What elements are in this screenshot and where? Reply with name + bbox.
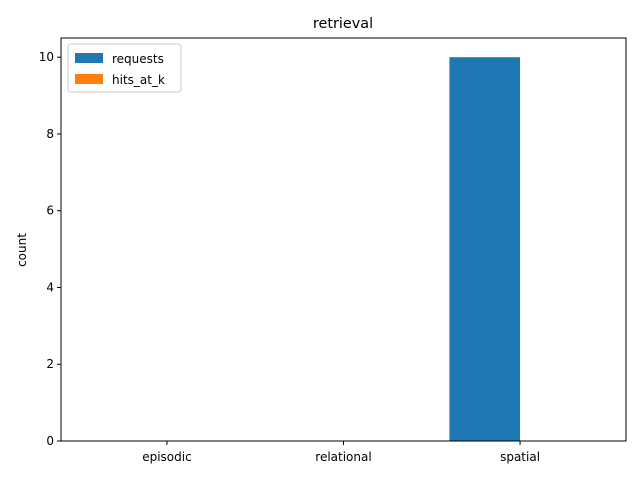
- y-axis-label: count: [15, 233, 29, 267]
- legend-label-hits_at_k: hits_at_k: [112, 73, 165, 87]
- y-tick-label: 10: [39, 50, 54, 64]
- legend-label-requests: requests: [112, 52, 164, 66]
- x-tick-label: spatial: [500, 450, 540, 464]
- y-tick-label: 4: [46, 280, 54, 294]
- plot-area: episodic relational spatial 0 2 4 6 8 10: [39, 50, 540, 464]
- y-tick-label: 2: [46, 357, 54, 371]
- chart-title: retrieval: [313, 16, 373, 32]
- x-tick-label: episodic: [142, 450, 191, 464]
- legend: requests hits_at_k: [67, 43, 182, 93]
- y-tick-label: 8: [46, 127, 54, 141]
- y-tick-label: 6: [46, 204, 54, 218]
- x-tick-label: relational: [315, 450, 371, 464]
- legend-swatch-hits_at_k: [75, 74, 103, 84]
- y-tick-label: 0: [46, 434, 54, 448]
- bar-requests-spatial: [449, 57, 521, 441]
- axes-frame: [60, 37, 627, 442]
- legend-swatch-requests: [75, 53, 103, 63]
